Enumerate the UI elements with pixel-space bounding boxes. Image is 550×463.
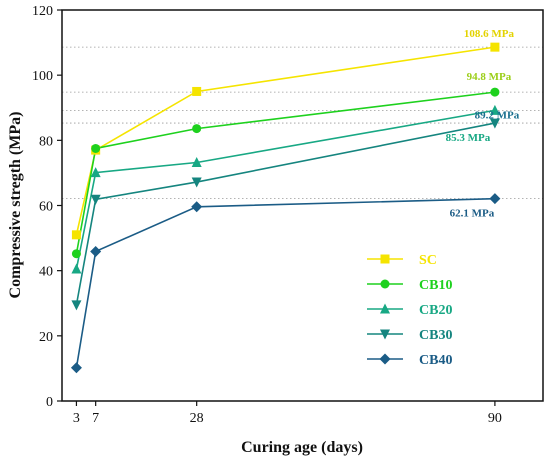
data-point-cb10 bbox=[91, 143, 101, 153]
value-annotation: 94.8 MPa bbox=[467, 71, 512, 83]
data-point-cb40 bbox=[191, 201, 203, 213]
legend-marker-cb40 bbox=[379, 353, 391, 365]
value-annotations: 108.6 MPa 94.8 MPa 89.2 MPa 85.3 MPa 62.1 MP… bbox=[446, 28, 520, 220]
data-point-sc bbox=[490, 42, 500, 52]
data-point-cb10 bbox=[490, 87, 500, 97]
y-axis-title: Compressive stregth (MPa) bbox=[7, 112, 24, 299]
value-annotation: 85.3 MPa bbox=[446, 132, 491, 144]
legend-marker-sc bbox=[380, 254, 390, 264]
reference-lines bbox=[62, 46, 543, 200]
data-point-cb40 bbox=[70, 362, 82, 374]
y-tick-label: 20 bbox=[39, 330, 53, 345]
x-axis-ticks: 3 7 28 90 bbox=[73, 401, 502, 426]
y-tick-label: 0 bbox=[46, 395, 53, 410]
legend-marker-cb10 bbox=[380, 279, 390, 289]
data-point-cb10 bbox=[192, 124, 202, 134]
data-point-cb30 bbox=[71, 300, 82, 311]
legend-label-cb30: CB30 bbox=[419, 328, 452, 343]
legend-label-sc: SC bbox=[419, 253, 437, 268]
data-point-cb20 bbox=[71, 263, 82, 274]
data-point-cb30 bbox=[489, 118, 500, 129]
data-point-cb20 bbox=[489, 104, 500, 115]
data-point-cb30 bbox=[191, 177, 202, 188]
y-tick-label: 60 bbox=[39, 200, 53, 215]
value-annotation: 108.6 MPa bbox=[464, 28, 515, 40]
data-point-sc bbox=[192, 86, 202, 96]
series-line-cb10 bbox=[75, 91, 495, 254]
y-axis-ticks: 0 20 40 60 80 100 120 bbox=[32, 4, 62, 410]
value-annotation: 62.1 MPa bbox=[450, 208, 495, 220]
x-tick-label: 3 bbox=[73, 411, 80, 426]
x-tick-label: 28 bbox=[190, 411, 204, 426]
plot-frame bbox=[61, 9, 544, 402]
y-tick-label: 80 bbox=[39, 134, 53, 149]
data-point-cb20 bbox=[191, 156, 202, 167]
legend-label-cb40: CB40 bbox=[419, 353, 452, 368]
data-point-cb10 bbox=[71, 249, 81, 259]
data-point-sc bbox=[71, 230, 81, 240]
series-markers bbox=[70, 42, 501, 374]
data-point-cb30 bbox=[90, 194, 101, 205]
series-line-cb20 bbox=[75, 109, 496, 270]
x-tick-label: 90 bbox=[488, 411, 502, 426]
legend-label-cb10: CB10 bbox=[419, 278, 452, 293]
x-axis-title: Curing age (days) bbox=[241, 439, 363, 456]
series-line-sc bbox=[75, 46, 496, 236]
legend-marker-cb30 bbox=[380, 329, 390, 340]
value-annotation: 89.2 MPa bbox=[475, 109, 520, 121]
y-tick-label: 120 bbox=[32, 4, 53, 19]
legend-marker-cb20 bbox=[380, 303, 390, 314]
y-tick-label: 100 bbox=[32, 69, 53, 84]
data-point-cb40 bbox=[90, 245, 102, 257]
data-point-cb20 bbox=[90, 167, 101, 178]
series-lines bbox=[75, 46, 496, 368]
y-tick-label: 40 bbox=[39, 265, 53, 280]
legend: SC CB10 CB20 CB30 CB40 bbox=[367, 253, 452, 368]
series-line-cb40 bbox=[75, 197, 495, 368]
legend-label-cb20: CB20 bbox=[419, 303, 452, 318]
data-point-cb40 bbox=[489, 193, 501, 205]
series-line-cb30 bbox=[75, 122, 496, 306]
x-tick-label: 7 bbox=[92, 411, 99, 426]
